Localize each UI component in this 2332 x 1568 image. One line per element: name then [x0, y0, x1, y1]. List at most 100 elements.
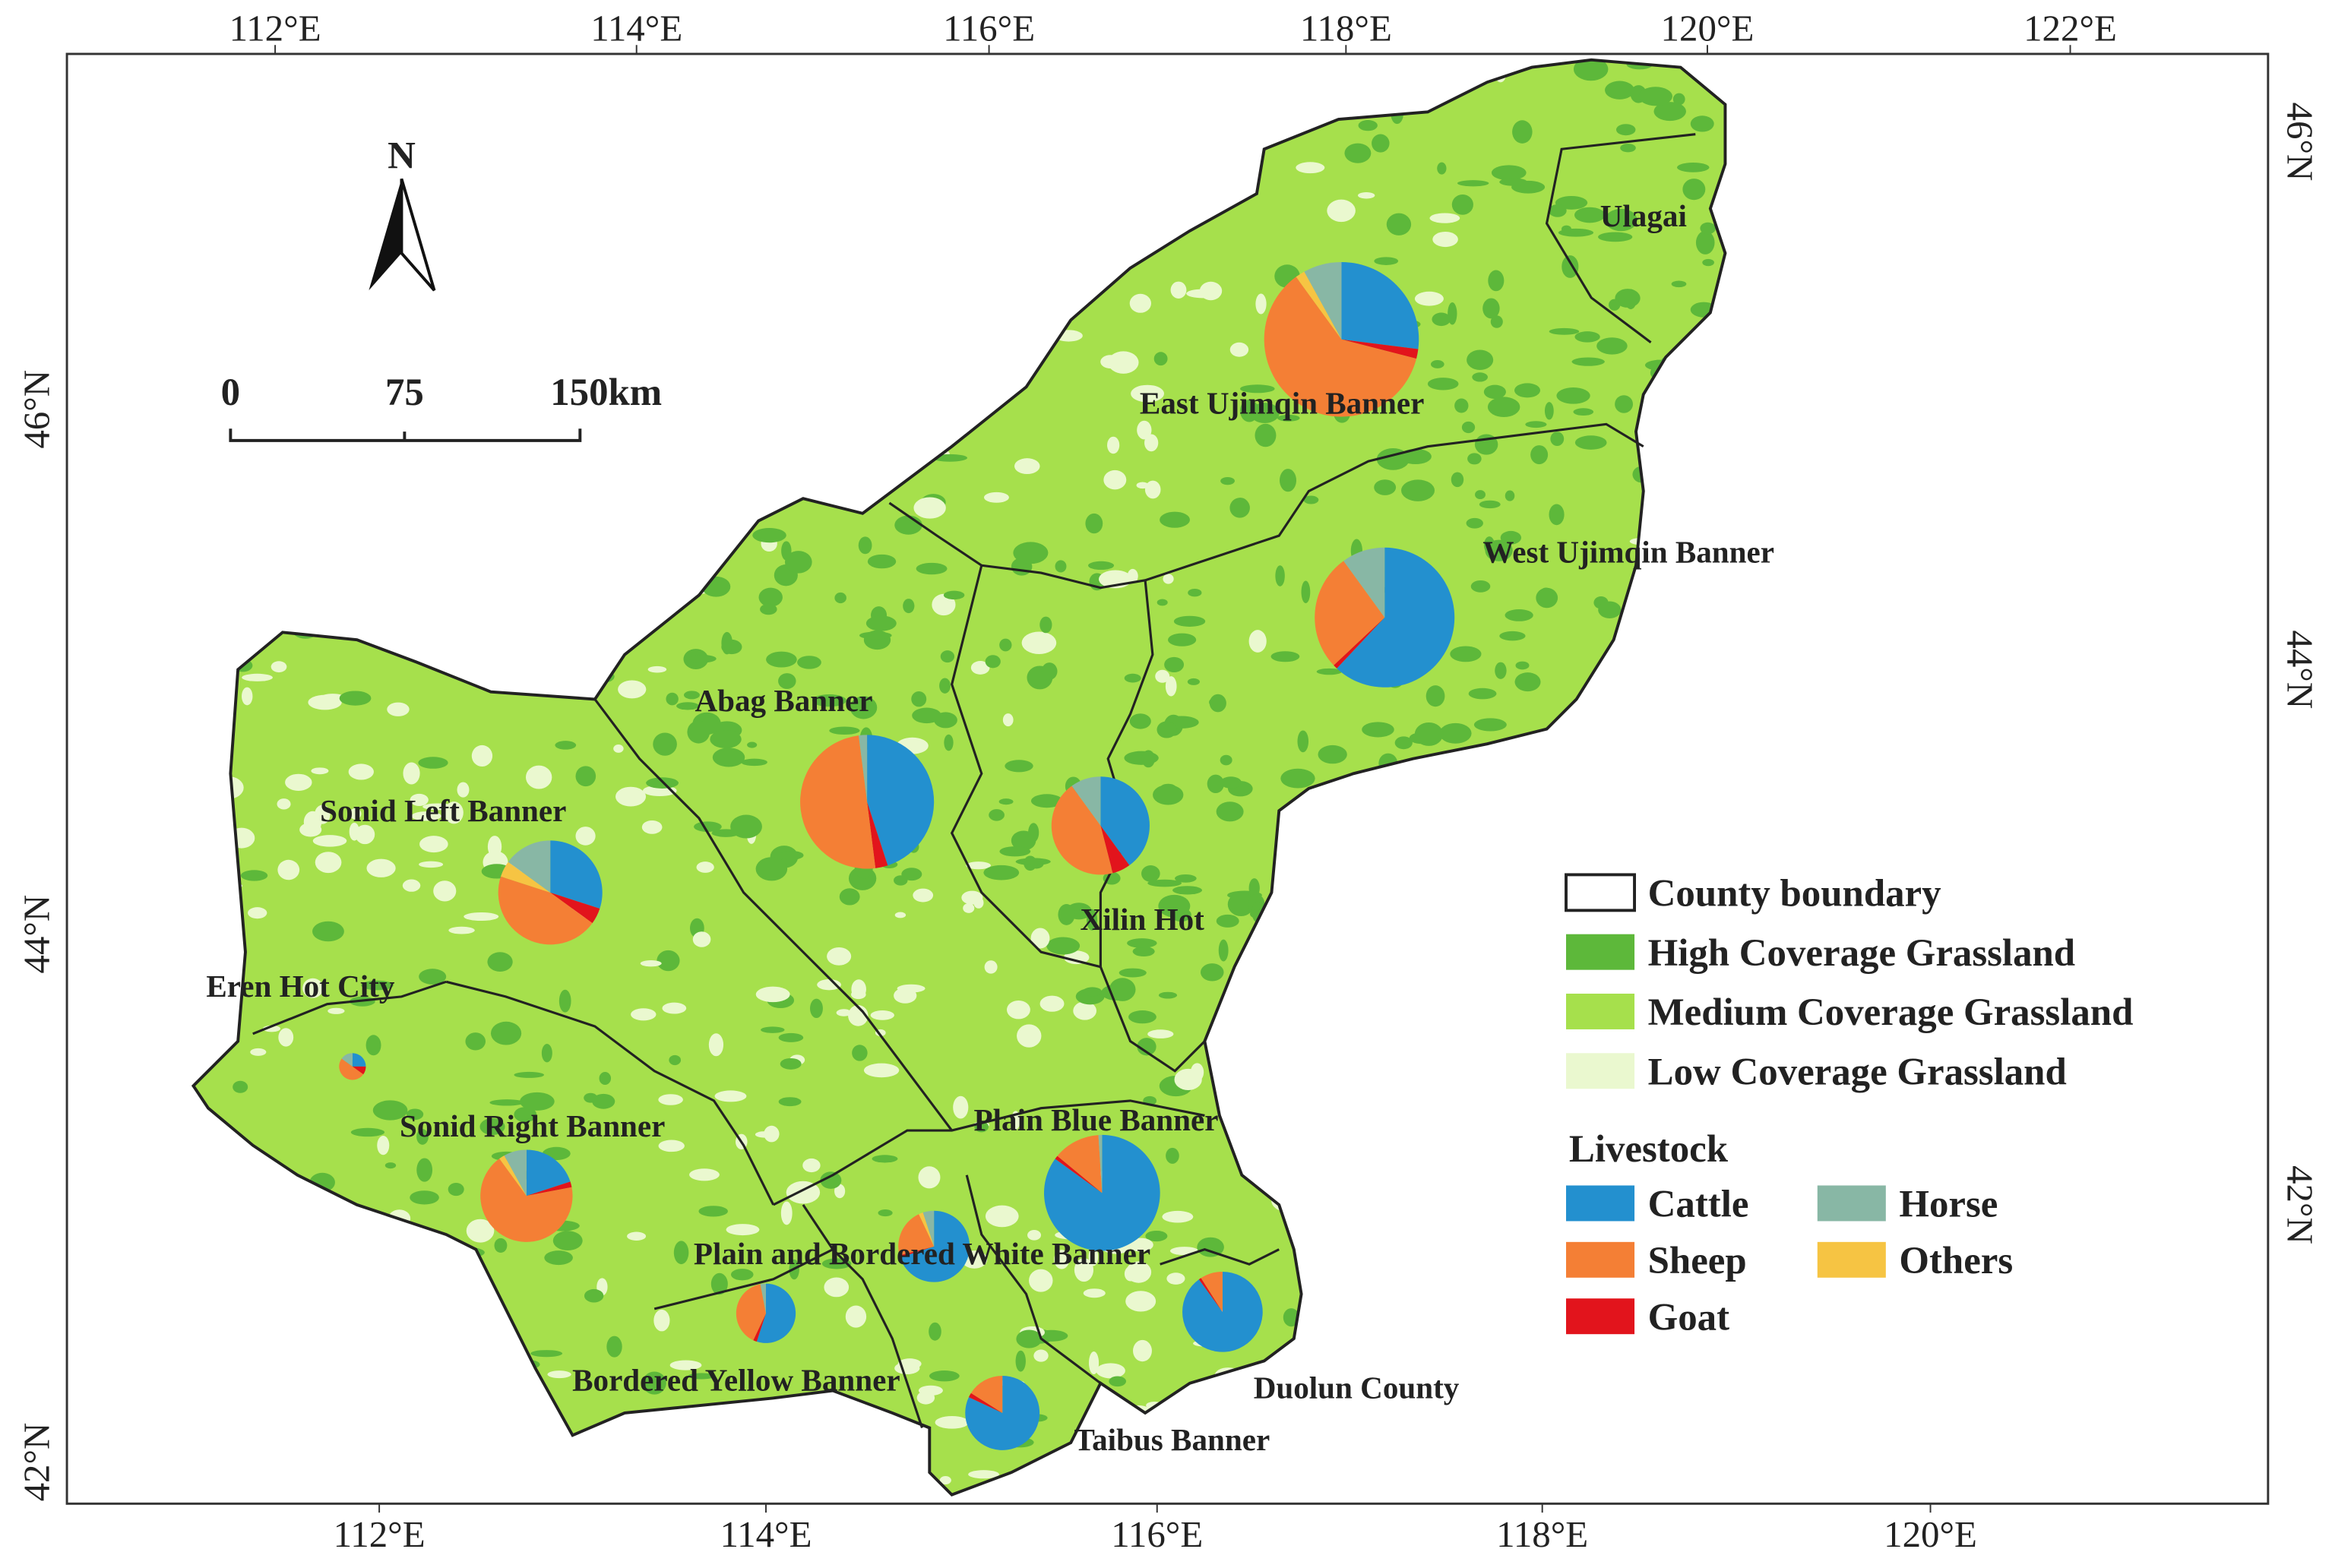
cover-patch — [1468, 688, 1497, 700]
cover-patch — [1372, 134, 1390, 153]
cover-patch — [1374, 257, 1399, 265]
cover-patch — [903, 599, 915, 614]
cover-patch — [1209, 694, 1226, 713]
cover-patch — [1170, 281, 1187, 299]
cover-patch — [1549, 204, 1567, 217]
cover-patch — [698, 1206, 728, 1217]
cover-patch — [1147, 1029, 1174, 1038]
cover-patch — [1030, 928, 1050, 949]
cover-patch — [1558, 228, 1594, 237]
pie-slice — [800, 735, 876, 869]
cover-patch — [1653, 102, 1686, 122]
pie-slice — [919, 1212, 935, 1247]
cover-patch — [350, 1127, 385, 1137]
cover-patch — [688, 654, 717, 663]
cover-patch — [530, 1350, 563, 1358]
cover-patch — [780, 1057, 802, 1070]
cover-patch — [311, 767, 329, 775]
pie-slice — [1304, 261, 1342, 340]
region-label: Sonid Right Banner — [400, 1108, 665, 1143]
legend-swatch — [1566, 934, 1635, 970]
county-boundary — [802, 1204, 923, 1428]
cover-patch — [812, 694, 846, 707]
cover-patch — [314, 805, 331, 824]
cover-patch — [1432, 312, 1451, 327]
cover-patch — [242, 687, 253, 706]
region-label: Sonid Left Banner — [320, 793, 566, 828]
axis-label-left: 42°N — [16, 1423, 58, 1502]
cover-patch — [1039, 995, 1065, 1012]
north-label: N — [388, 135, 416, 178]
cover-patch — [514, 1071, 545, 1078]
cover-patch — [802, 1158, 821, 1173]
cover-patch — [465, 1032, 486, 1051]
county-boundary — [445, 980, 775, 1206]
cover-patch — [688, 1373, 715, 1380]
cover-patch — [418, 757, 448, 769]
cover-patch — [726, 1224, 760, 1236]
cover-patch — [1467, 349, 1494, 371]
pie-slice — [1264, 277, 1417, 417]
cover-patch — [1500, 530, 1522, 545]
cover-patch — [1573, 408, 1594, 416]
axis-label-right: 42°N — [2279, 1165, 2321, 1244]
cover-patch — [1132, 946, 1155, 957]
cover-patch — [1250, 403, 1280, 423]
cover-patch — [312, 921, 344, 942]
region-label: Duolun County — [1254, 1370, 1460, 1405]
cover-patch — [1598, 601, 1622, 618]
cover-patch — [1571, 357, 1605, 366]
cover-patch — [721, 631, 733, 655]
cover-patch — [1485, 539, 1513, 561]
cover-patch — [1574, 331, 1600, 343]
cover-patch — [1473, 718, 1507, 732]
cover-patch — [1394, 736, 1413, 750]
north-arrow-left — [369, 179, 402, 291]
pie-slice — [1100, 776, 1150, 866]
cover-patch — [820, 1171, 842, 1189]
cover-patch — [1280, 768, 1315, 789]
cover-patch — [1082, 987, 1103, 997]
cover-patch — [911, 691, 927, 707]
axis-label-left: 44°N — [16, 895, 58, 974]
cover-patch — [1172, 886, 1203, 895]
cover-patch — [755, 1131, 775, 1138]
cover-patch — [1425, 685, 1445, 707]
cover-patch — [998, 798, 1014, 805]
cover-patch — [848, 1005, 869, 1026]
cover-patch — [1129, 293, 1151, 313]
cover-patch — [710, 730, 742, 749]
cover-patch — [406, 1108, 424, 1121]
cover-patch — [1255, 423, 1277, 447]
cover-patch — [1174, 1068, 1202, 1091]
scale-label: 75 — [385, 371, 424, 414]
legend-label: Others — [1899, 1240, 2013, 1282]
cover-patch — [673, 1241, 689, 1265]
labels: 112°E 114°E 116°E 118°E 120°E 122°E 112°E 114°E… — [16, 7, 2321, 1555]
cover-patch — [968, 1470, 1000, 1479]
pie-slice — [1044, 1134, 1160, 1251]
county-boundary — [653, 1248, 834, 1310]
cover-patch — [1615, 395, 1634, 413]
cover-patch — [694, 821, 722, 833]
pie-slice — [501, 861, 551, 893]
cover-patch — [939, 678, 951, 694]
legend-swatch — [1817, 1241, 1886, 1278]
cover-patch — [348, 763, 374, 780]
cover-patch — [913, 497, 946, 519]
cover-patch — [302, 978, 324, 998]
cover-patch — [827, 947, 852, 966]
cover-patch — [1454, 398, 1469, 413]
cover-patch — [1188, 588, 1202, 597]
pie-slice — [1337, 547, 1455, 688]
cover-patch — [1220, 477, 1235, 485]
cover-patch — [850, 696, 878, 719]
cover-patch — [918, 1166, 941, 1189]
cover-patch — [961, 890, 983, 905]
cover-patch — [1041, 662, 1058, 680]
cover-patch — [878, 1209, 893, 1217]
cover-patch — [1491, 165, 1527, 181]
cover-patch — [1166, 1272, 1185, 1285]
pie-slice — [526, 1181, 572, 1197]
cover-patch — [1479, 500, 1501, 509]
